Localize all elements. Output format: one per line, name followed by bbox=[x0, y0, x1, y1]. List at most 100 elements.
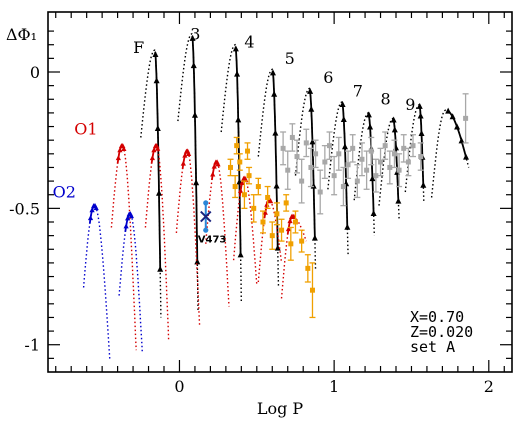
model-point-f bbox=[420, 181, 427, 188]
model-point-f bbox=[153, 77, 160, 84]
x-tick-label: 2 bbox=[484, 377, 494, 396]
model-point-o1 bbox=[115, 155, 121, 161]
model-point-o2 bbox=[89, 207, 95, 213]
model-point-f bbox=[370, 210, 377, 217]
observed-gray-point bbox=[396, 167, 402, 173]
mode-label-o2: O2 bbox=[53, 182, 76, 201]
observed-orange-point bbox=[232, 184, 238, 190]
curve-label-8: 8 bbox=[381, 90, 391, 109]
model-point-f bbox=[235, 116, 242, 123]
observed-orange-point bbox=[234, 143, 240, 149]
mode-label-o1: O1 bbox=[74, 120, 97, 139]
curve-label-4: 4 bbox=[244, 32, 254, 51]
model-point-o2 bbox=[125, 215, 131, 221]
model-point-f bbox=[367, 123, 374, 130]
model-point-f bbox=[234, 70, 241, 77]
model-point-f bbox=[272, 129, 279, 136]
observed-gray-point bbox=[308, 164, 314, 170]
model-curve-dotted-o1 bbox=[144, 144, 170, 340]
observed-orange-point bbox=[241, 192, 247, 198]
model-point-f bbox=[445, 107, 452, 114]
model-curve-solid-f bbox=[154, 52, 162, 270]
observed-gray-point bbox=[303, 140, 309, 146]
axis-ticks bbox=[48, 12, 512, 372]
model-point-f bbox=[189, 34, 196, 41]
model-point-o1 bbox=[210, 171, 216, 177]
observed-gray-point bbox=[405, 159, 411, 165]
model-curve-dotted-o1 bbox=[257, 199, 283, 283]
model-curve-dotted-f bbox=[177, 32, 199, 313]
model-point-f bbox=[311, 234, 318, 241]
model-point-o2 bbox=[87, 215, 94, 221]
observed-gray-point bbox=[382, 143, 388, 149]
observed-gray-point bbox=[391, 151, 397, 157]
observed-gray-point bbox=[331, 173, 337, 179]
observed-orange-point bbox=[274, 211, 280, 217]
model-point-f bbox=[271, 90, 278, 97]
model-point-f bbox=[193, 179, 200, 186]
observed-orange-point bbox=[260, 219, 266, 225]
observed-gray-point bbox=[340, 184, 346, 190]
model-point-f bbox=[191, 111, 198, 118]
y-tick-label: -1 bbox=[24, 336, 40, 355]
observed-gray-point bbox=[294, 154, 300, 160]
observed-orange-point bbox=[288, 241, 294, 247]
observed-gray-point bbox=[345, 162, 351, 168]
model-point-o1 bbox=[268, 198, 274, 204]
curve-label-9: 9 bbox=[405, 95, 415, 114]
model-point-f bbox=[152, 51, 159, 58]
model-point-f bbox=[273, 182, 280, 189]
model-point-f bbox=[308, 105, 315, 112]
model-curve-solid-f bbox=[234, 46, 242, 255]
observed-gray-point bbox=[463, 115, 469, 121]
model-curve-dotted-o1 bbox=[280, 215, 307, 299]
model-point-f bbox=[194, 258, 201, 265]
model-point-f bbox=[463, 153, 470, 160]
model-point-o1 bbox=[182, 152, 188, 158]
curve-label-3: 3 bbox=[190, 24, 200, 43]
model-point-o1 bbox=[121, 145, 127, 151]
observed-orange-point bbox=[255, 184, 261, 190]
observed-orange-point bbox=[265, 194, 271, 200]
model-point-f bbox=[309, 138, 316, 145]
model-point-o2 bbox=[128, 213, 135, 219]
observed-points bbox=[227, 93, 469, 319]
model-point-f bbox=[340, 115, 347, 122]
observed-orange-point bbox=[292, 219, 298, 225]
curve-labels: F O1 O2 3 4 5 6 7 8 9 bbox=[53, 24, 416, 201]
observed-gray-point bbox=[322, 159, 328, 165]
observed-gray-point bbox=[418, 154, 424, 160]
observed-gray-point bbox=[313, 151, 319, 157]
model-point-o2 bbox=[123, 223, 129, 229]
observed-gray-point bbox=[326, 143, 332, 149]
model-curve-dotted-o2 bbox=[118, 212, 143, 353]
v473-dot bbox=[203, 200, 209, 206]
model-point-f bbox=[154, 124, 161, 131]
model-point-o1 bbox=[186, 150, 192, 156]
model-point-o1 bbox=[262, 209, 268, 215]
model-point-f bbox=[454, 123, 461, 130]
model-point-o1 bbox=[239, 179, 245, 185]
plot-frame bbox=[47, 11, 513, 373]
observed-gray-point bbox=[299, 178, 305, 184]
observed-orange-point bbox=[283, 200, 289, 206]
observed-gray-point bbox=[401, 145, 407, 151]
v473-label: V473 bbox=[198, 235, 227, 246]
model-point-f bbox=[344, 223, 351, 230]
model-curve-solid-f bbox=[191, 35, 199, 262]
model-point-f bbox=[417, 112, 424, 119]
model-point-f bbox=[391, 126, 398, 133]
model-point-o1 bbox=[180, 160, 186, 166]
y-tick-label: -0.5 bbox=[9, 199, 40, 218]
v473-dot bbox=[203, 227, 209, 233]
model-point-f bbox=[341, 143, 348, 150]
y-axis-title: ΔΦ₁ bbox=[6, 25, 37, 44]
model-point-f bbox=[339, 101, 346, 108]
observed-gray-point bbox=[373, 173, 379, 179]
model-curve-dotted-o1 bbox=[110, 144, 137, 351]
model-point-f bbox=[307, 87, 314, 94]
model-point-f bbox=[274, 244, 281, 251]
